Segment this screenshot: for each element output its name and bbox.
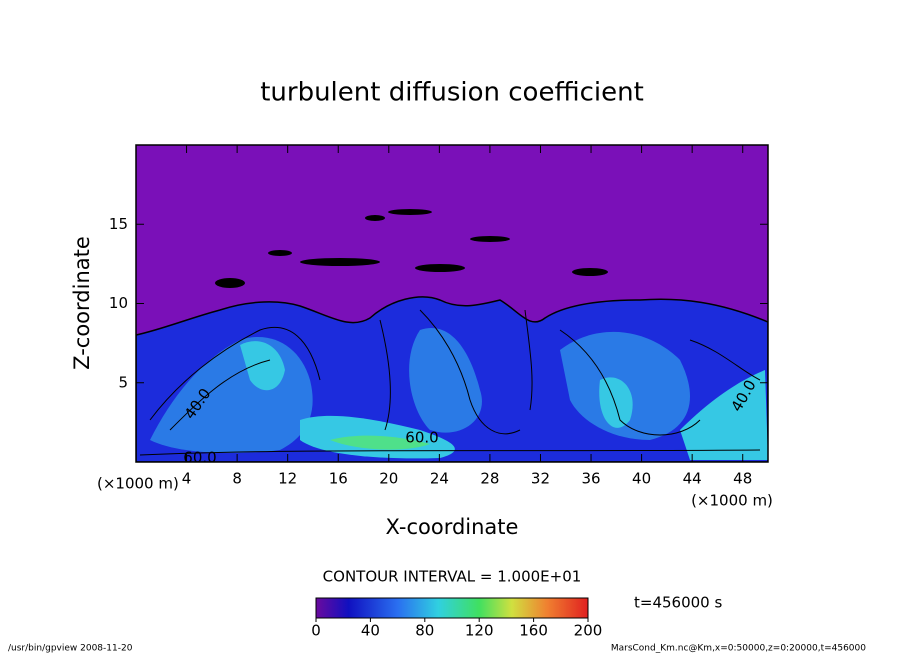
colorbar-tick-label: 120 [465,622,494,640]
colorbar-tick-label: 80 [415,622,434,640]
x-tick-label: 32 [531,470,550,488]
x-tick-label: 40 [632,470,651,488]
y-unit: (×1000 m) [691,492,773,510]
colorbar-tick-label: 200 [574,622,603,640]
x-tick-label: 36 [581,470,600,488]
chart-title: turbulent diffusion coefficient [260,78,644,108]
x-axis-title: X-coordinate [386,515,519,539]
x-unit: (×1000 m) [97,475,179,493]
x-tick-label: 24 [430,470,449,488]
y-tick-label: 10 [109,294,128,312]
field [136,145,768,462]
y-tick-label: 15 [109,215,128,233]
colorbar-tick-label: 160 [519,622,548,640]
footer-right: MarsCond_Km.nc@Km,x=0:50000,z=0:20000,t=… [611,644,866,654]
x-tick-label: 4 [182,470,192,488]
x-tick-label: 16 [329,470,348,488]
x-tick-label: 48 [733,470,752,488]
x-tick-label: 44 [683,470,702,488]
colorbar-tick-label: 40 [361,622,380,640]
y-tick-label: 5 [118,373,128,391]
colorbar-tick-label: 0 [311,622,321,640]
y-axis-title: Z-coordinate [70,236,94,370]
x-tick-label: 20 [379,470,398,488]
colorbar [315,597,589,619]
x-tick-label: 12 [278,470,297,488]
contour-label: 60.0 [183,449,216,467]
contour-label: 60.0 [405,429,438,447]
time-label: t=456000 s [634,594,722,612]
x-tick-label: 8 [232,470,242,488]
footer-left: /usr/bin/gpview 2008-11-20 [8,644,133,654]
x-tick-label: 28 [480,470,499,488]
contour-interval: CONTOUR INTERVAL = 1.000E+01 [323,568,582,586]
